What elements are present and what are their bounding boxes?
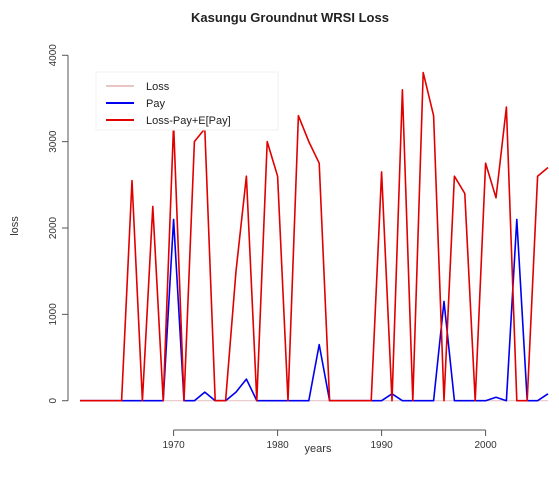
x-tick-label: 1990 bbox=[370, 440, 393, 451]
x-axis-label: years bbox=[305, 443, 332, 455]
x-tick-label: 1980 bbox=[266, 440, 289, 451]
legend: Loss Pay Loss-Pay+E[Pay] bbox=[95, 71, 279, 131]
legend-label: Loss bbox=[146, 81, 170, 93]
series-line-pay bbox=[80, 218, 549, 402]
y-tick-label: 4000 bbox=[48, 44, 59, 67]
x-tick-label: 1970 bbox=[162, 440, 185, 451]
y-tick-label: 3000 bbox=[48, 130, 59, 153]
series-layer bbox=[80, 71, 549, 402]
series-line-loss-pay-e-pay- bbox=[80, 71, 549, 402]
y-tick-label: 2000 bbox=[48, 216, 59, 239]
axes-layer: 1970 1980 1990 2000 0 1000 2000 3000 4000 bbox=[48, 44, 497, 451]
legend-label: Pay bbox=[146, 98, 165, 110]
y-tick-label: 1000 bbox=[48, 303, 59, 326]
legend-label: Loss-Pay+E[Pay] bbox=[146, 115, 231, 127]
y-axis-label: loss bbox=[9, 216, 21, 236]
y-tick-label: 0 bbox=[48, 398, 59, 404]
chart-title: Kasungu Groundnut WRSI Loss bbox=[191, 10, 389, 25]
x-tick-label: 2000 bbox=[474, 440, 497, 451]
